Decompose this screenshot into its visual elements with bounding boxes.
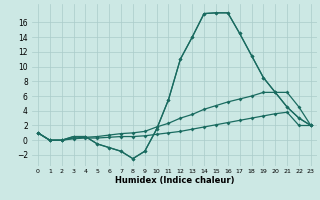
X-axis label: Humidex (Indice chaleur): Humidex (Indice chaleur) <box>115 176 234 185</box>
